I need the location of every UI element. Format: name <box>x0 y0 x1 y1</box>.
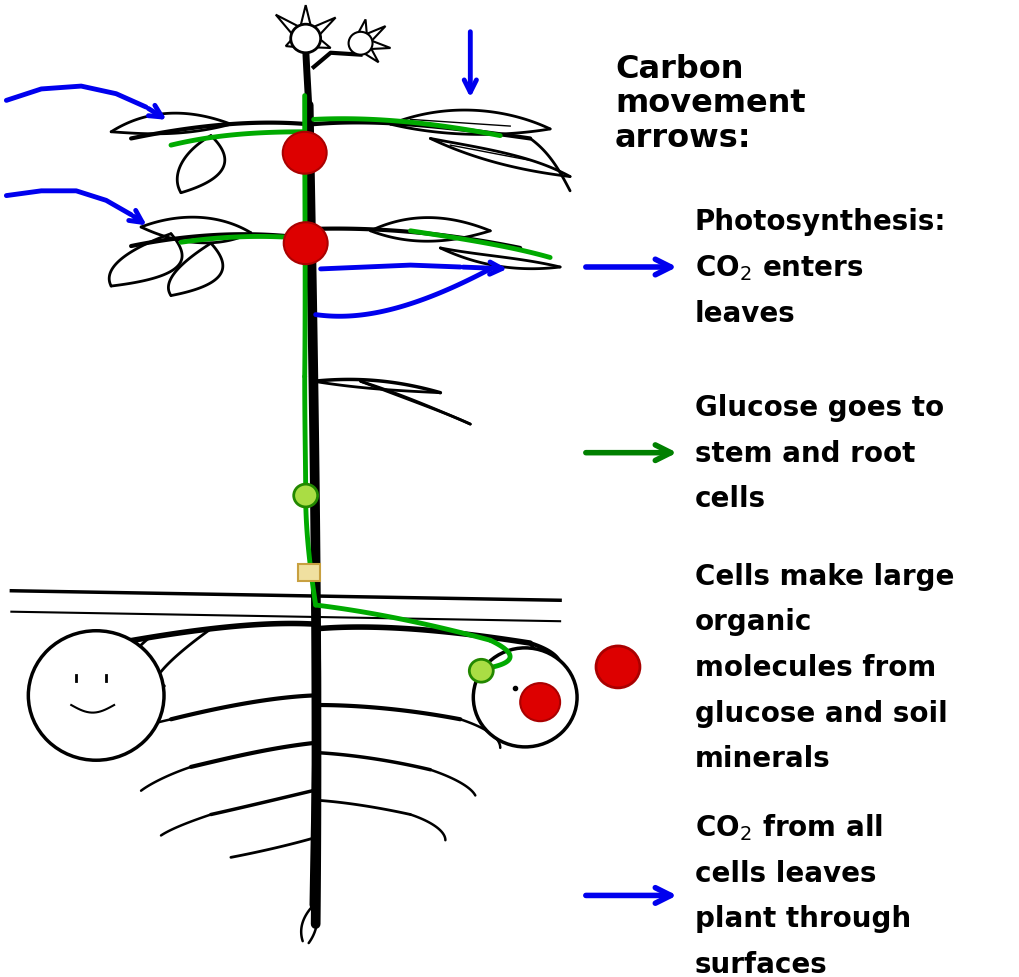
Circle shape <box>283 223 328 265</box>
Circle shape <box>521 683 560 721</box>
Text: organic: organic <box>695 608 812 636</box>
Polygon shape <box>276 16 306 39</box>
Text: cells: cells <box>695 485 766 513</box>
Text: cells leaves: cells leaves <box>695 859 876 887</box>
Text: glucose and soil: glucose and soil <box>695 699 948 727</box>
Bar <box>298 565 320 581</box>
Circle shape <box>29 631 164 760</box>
Text: Carbon
movement
arrows:: Carbon movement arrows: <box>615 54 806 153</box>
Circle shape <box>470 659 493 683</box>
Polygon shape <box>361 41 390 50</box>
Polygon shape <box>306 38 330 49</box>
Polygon shape <box>358 21 367 44</box>
Text: CO$_2$ enters: CO$_2$ enters <box>695 253 863 282</box>
Text: molecules from: molecules from <box>695 654 936 681</box>
Text: surfaces: surfaces <box>695 950 827 977</box>
Polygon shape <box>361 44 378 64</box>
Text: plant through: plant through <box>695 905 911 932</box>
Circle shape <box>293 485 318 507</box>
Circle shape <box>596 647 640 688</box>
Circle shape <box>282 133 327 175</box>
Circle shape <box>473 648 577 747</box>
Text: Cells make large: Cells make large <box>695 562 954 590</box>
Text: Glucose goes to: Glucose goes to <box>695 394 944 421</box>
Polygon shape <box>306 19 335 39</box>
Polygon shape <box>285 38 306 48</box>
Polygon shape <box>361 27 385 44</box>
Polygon shape <box>300 6 312 39</box>
Text: minerals: minerals <box>695 744 830 773</box>
Circle shape <box>348 33 373 56</box>
Text: Photosynthesis:: Photosynthesis: <box>695 208 947 236</box>
Text: leaves: leaves <box>695 299 796 327</box>
Circle shape <box>290 25 321 54</box>
Text: stem and root: stem and root <box>695 440 915 467</box>
Text: CO$_2$ from all: CO$_2$ from all <box>695 812 882 842</box>
